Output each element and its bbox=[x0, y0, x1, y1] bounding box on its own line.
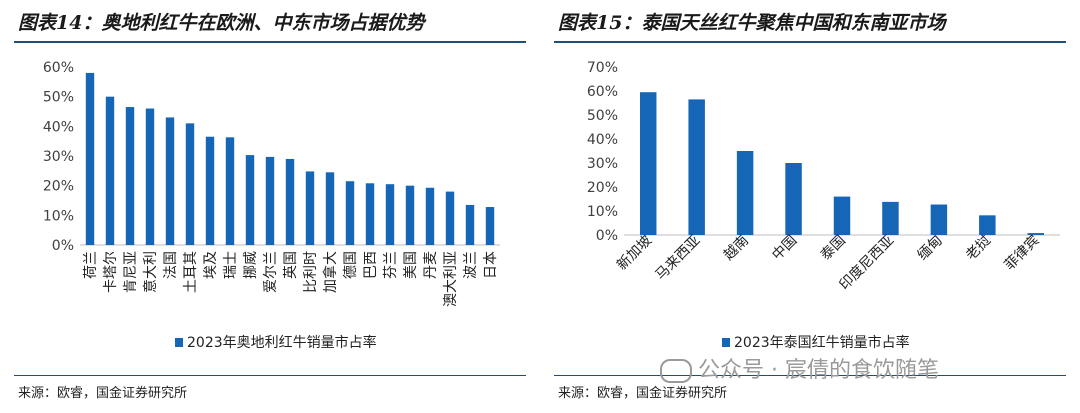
bar bbox=[345, 181, 355, 245]
x-tick-label: 比利时 bbox=[303, 251, 319, 293]
x-tick-label: 缅甸 bbox=[915, 233, 946, 264]
y-tick-label: 50% bbox=[587, 108, 618, 124]
y-tick-label: 30% bbox=[43, 149, 74, 165]
y-tick-label: 0% bbox=[52, 238, 74, 254]
bar bbox=[485, 207, 495, 245]
legend-label: 2023年泰国红牛销量市占率 bbox=[734, 334, 910, 351]
bar bbox=[833, 196, 851, 235]
bar bbox=[245, 155, 255, 245]
bar bbox=[688, 99, 705, 236]
bar bbox=[225, 137, 235, 245]
x-tick-label: 波兰 bbox=[463, 251, 479, 279]
x-tick-label: 丹麦 bbox=[423, 251, 439, 279]
bar bbox=[785, 163, 802, 235]
bar-chart-austria: 0% 10% 20% 30% 40% 50% 60% 荷兰 卡塔尔 肯尼亚 意大利 法国 土耳其 埃及 瑞士… bbox=[43, 60, 500, 351]
bar bbox=[639, 92, 657, 235]
bar bbox=[265, 156, 275, 245]
x-tick-label: 加拿大 bbox=[322, 251, 339, 293]
bar bbox=[882, 201, 899, 235]
source-rule-right bbox=[554, 375, 1066, 376]
y-tick-label: 10% bbox=[587, 204, 618, 220]
source-note-left: 来源：欧睿，国金证券研究所 bbox=[18, 386, 188, 401]
x-tick-label: 肯尼亚 bbox=[123, 251, 139, 293]
bar bbox=[105, 96, 115, 245]
chart-title-right: 图表15：泰国天丝红牛聚焦中国和东南亚市场 bbox=[558, 12, 946, 34]
bar bbox=[305, 171, 315, 245]
x-tick-label: 荷兰 bbox=[83, 251, 99, 279]
bar bbox=[405, 185, 415, 245]
wechat-icon bbox=[660, 359, 692, 383]
x-tick-label: 德国 bbox=[343, 251, 359, 279]
bar bbox=[425, 187, 435, 245]
y-tick-label: 60% bbox=[43, 60, 74, 76]
y-tick-label: 60% bbox=[587, 84, 618, 100]
bar bbox=[465, 204, 475, 245]
legend: 2023年泰国红牛销量市占率 bbox=[722, 334, 910, 351]
x-tick-label: 意大利 bbox=[142, 251, 159, 293]
x-tick-label: 美国 bbox=[403, 251, 419, 279]
x-tick-label: 爱尔兰 bbox=[263, 251, 279, 293]
watermark: 公众号 · 宸倩的食饮随笔 bbox=[660, 352, 939, 384]
source-note-right: 来源：欧睿，国金证券研究所 bbox=[558, 386, 728, 401]
bar bbox=[979, 215, 996, 235]
x-tick-label: 新加坡 bbox=[614, 233, 655, 274]
bar bbox=[930, 204, 948, 235]
y-tick-label: 70% bbox=[587, 60, 618, 76]
bar bbox=[325, 172, 335, 245]
bar bbox=[385, 184, 395, 245]
x-tick-label: 法国 bbox=[163, 251, 179, 279]
x-tick-label: 日本 bbox=[483, 251, 499, 279]
watermark-text: 公众号 · 宸倩的食饮随笔 bbox=[698, 358, 939, 383]
x-tick-label: 巴西 bbox=[363, 251, 379, 279]
x-tick-label: 土耳其 bbox=[183, 251, 199, 293]
x-tick-label: 埃及 bbox=[203, 251, 219, 279]
chart-title-left: 图表14：奥地利红牛在欧洲、中东市场占据优势 bbox=[18, 12, 425, 34]
x-tick-label: 菲律宾 bbox=[1002, 233, 1043, 274]
bar bbox=[85, 72, 95, 245]
x-tick-label: 泰国 bbox=[818, 233, 849, 264]
legend: 2023年奥地利红牛销量市占率 bbox=[175, 334, 377, 351]
y-tick-label: 0% bbox=[596, 228, 618, 244]
legend-swatch bbox=[722, 338, 730, 347]
bar bbox=[736, 151, 754, 235]
bar bbox=[165, 117, 175, 245]
y-tick-label: 20% bbox=[587, 180, 618, 196]
x-tick-label: 中国 bbox=[769, 233, 800, 264]
title-rule-left bbox=[14, 41, 526, 43]
x-tick-label: 芬兰 bbox=[383, 251, 399, 279]
y-tick-label: 10% bbox=[43, 208, 74, 224]
bar bbox=[1027, 233, 1045, 235]
legend-label: 2023年奥地利红牛销量市占率 bbox=[187, 334, 377, 351]
x-tick-label: 越南 bbox=[721, 233, 752, 264]
x-tick-label: 马来西亚 bbox=[653, 233, 704, 284]
y-tick-label: 40% bbox=[587, 132, 618, 148]
x-tick-label: 澳大利亚 bbox=[443, 251, 459, 307]
title-rule-right bbox=[554, 41, 1066, 43]
bar bbox=[125, 107, 135, 245]
x-tick-label: 老挝 bbox=[963, 233, 994, 264]
y-tick-label: 20% bbox=[43, 179, 74, 195]
bar bbox=[145, 108, 155, 246]
y-tick-label: 50% bbox=[43, 90, 74, 106]
bar bbox=[285, 158, 295, 245]
bar bbox=[205, 136, 215, 245]
x-tick-label: 卡塔尔 bbox=[103, 251, 119, 293]
legend-swatch bbox=[175, 338, 183, 347]
bar bbox=[365, 183, 375, 245]
bar bbox=[185, 123, 195, 245]
y-tick-label: 30% bbox=[587, 156, 618, 172]
chart-panel-left: 图表14：奥地利红牛在欧洲、中东市场占据优势 0% 10% 20% 30% 40% 50%… bbox=[14, 12, 526, 401]
bar bbox=[445, 191, 455, 245]
x-tick-label: 挪威 bbox=[243, 251, 259, 279]
y-tick-label: 40% bbox=[43, 119, 74, 135]
x-tick-label: 瑞士 bbox=[223, 251, 239, 279]
source-rule-left bbox=[14, 375, 526, 376]
chart-panel-right: 图表15：泰国天丝红牛聚焦中国和东南亚市场 0% 10% 20% 30% 40% 50% 6… bbox=[540, 0, 1080, 413]
x-tick-label: 英国 bbox=[282, 251, 299, 279]
